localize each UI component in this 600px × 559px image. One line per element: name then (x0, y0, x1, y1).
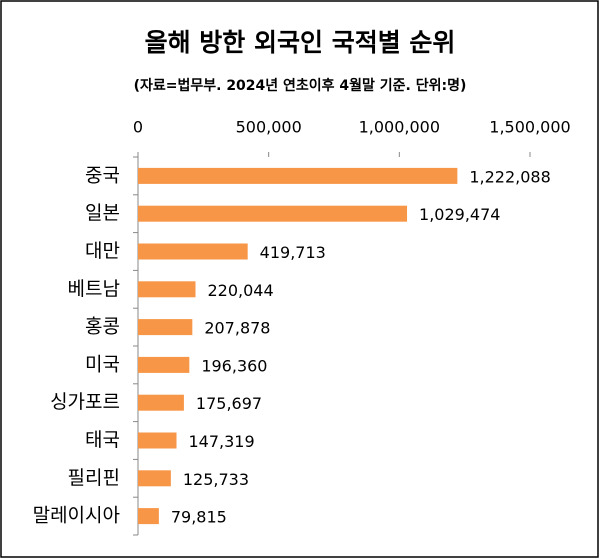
x-tick-label: 1,000,000 (359, 118, 440, 137)
bar (138, 508, 159, 525)
chart-title: 올해 방한 외국인 국적별 순위 (145, 28, 456, 57)
bar (138, 319, 193, 336)
x-tick-label: 500,000 (236, 118, 302, 137)
bar (138, 167, 458, 184)
y-tick-label: 필리핀 (68, 467, 120, 489)
value-label: 147,319 (188, 432, 254, 451)
bar (138, 205, 408, 222)
y-tick-label: 대만 (85, 240, 120, 262)
chart-subtitle: (자료=법무부. 2024년 연초이후 4월말 기준. 단위:명) (134, 77, 467, 94)
value-label: 79,815 (171, 508, 227, 527)
y-tick-label: 미국 (85, 353, 120, 375)
value-label: 419,713 (260, 243, 326, 262)
value-label: 1,222,088 (469, 167, 550, 186)
bar (138, 394, 184, 411)
bar (138, 243, 248, 260)
value-label: 1,029,474 (419, 205, 500, 224)
value-label: 125,733 (183, 470, 249, 489)
value-label: 220,044 (208, 281, 274, 300)
value-label: 207,878 (204, 319, 270, 338)
y-tick-label: 태국 (85, 429, 120, 451)
bar (138, 432, 177, 449)
y-tick-label: 싱가포르 (50, 391, 120, 413)
x-tick-label: 0 (133, 118, 143, 137)
y-tick-label: 말레이시아 (33, 505, 120, 527)
bar (138, 356, 190, 373)
y-tick-label: 중국 (85, 164, 120, 186)
x-tick-label: 1,500,000 (489, 118, 570, 137)
y-tick-label: 홍콩 (85, 316, 120, 338)
bar (138, 281, 196, 298)
value-label: 175,697 (196, 394, 262, 413)
value-label: 196,360 (201, 356, 267, 375)
y-tick-label: 베트남 (68, 278, 120, 300)
bar (138, 470, 171, 487)
y-tick-label: 일본 (85, 202, 120, 224)
